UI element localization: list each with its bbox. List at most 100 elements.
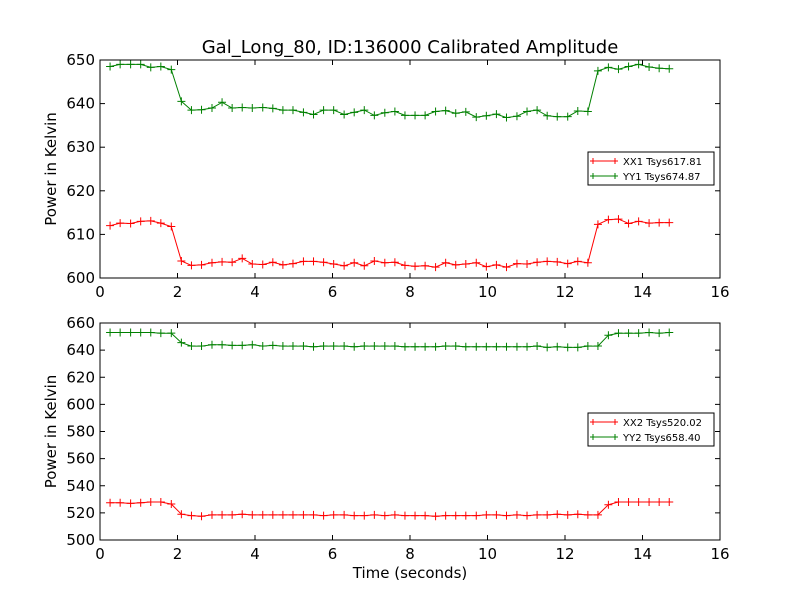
data-point <box>126 328 135 337</box>
data-point <box>492 260 501 269</box>
data-point <box>624 219 633 228</box>
data-point <box>309 257 318 266</box>
data-point <box>400 261 409 270</box>
data-point <box>177 510 186 519</box>
legend-marker <box>590 158 618 164</box>
data-point <box>472 113 481 122</box>
data-point <box>177 256 186 265</box>
data-point <box>197 342 206 351</box>
data-point <box>400 111 409 120</box>
data-point <box>136 60 145 69</box>
data-point <box>502 263 511 272</box>
data-point <box>563 259 572 268</box>
x-tick-label: 0 <box>95 545 105 563</box>
data-point <box>614 329 623 338</box>
data-point <box>360 511 369 520</box>
data-point <box>604 331 613 340</box>
data-point <box>350 108 359 117</box>
data-point <box>441 342 450 351</box>
legend-marker <box>590 173 618 179</box>
data-point <box>319 511 328 520</box>
series-line <box>110 501 670 517</box>
data-point <box>278 260 287 269</box>
data-point <box>593 510 602 519</box>
data-point <box>451 342 460 351</box>
x-tick-label: 14 <box>633 283 652 301</box>
data-point <box>482 342 491 351</box>
data-point <box>655 498 664 507</box>
data-point <box>431 263 440 272</box>
data-point <box>116 498 125 507</box>
x-tick-label: 10 <box>478 545 497 563</box>
data-point <box>360 261 369 270</box>
legend-marker <box>590 434 618 440</box>
data-point <box>278 510 287 519</box>
data-point <box>126 499 135 508</box>
data-point <box>553 342 562 351</box>
data-point <box>421 261 430 270</box>
data-point <box>340 510 349 519</box>
data-point <box>512 342 521 351</box>
data-point <box>268 341 277 350</box>
data-point <box>218 98 227 107</box>
data-point <box>523 342 532 351</box>
data-point <box>258 510 267 519</box>
y-tick-label: 660 <box>66 314 95 332</box>
data-point <box>187 342 196 351</box>
data-point <box>431 342 440 351</box>
data-point <box>482 510 491 519</box>
series-line <box>109 218 670 268</box>
x-tick-label: 12 <box>555 545 574 563</box>
data-point <box>472 258 481 267</box>
data-point <box>451 109 460 118</box>
data-point <box>309 510 318 519</box>
legend-label: YY2 Tsys658.40 <box>622 433 701 444</box>
data-point <box>583 342 592 351</box>
data-point <box>492 342 501 351</box>
data-point <box>573 343 582 352</box>
data-point <box>604 215 613 224</box>
data-point <box>502 113 511 122</box>
data-point <box>238 510 247 519</box>
data-point <box>248 510 257 519</box>
x-tick-label: 6 <box>328 283 338 301</box>
data-point <box>604 500 613 509</box>
data-point <box>360 342 369 351</box>
data-point <box>431 107 440 116</box>
y-tick-label: 640 <box>66 95 95 113</box>
data-point <box>472 511 481 520</box>
data-point <box>278 106 287 115</box>
data-point <box>563 343 572 352</box>
data-point <box>288 259 297 268</box>
x-tick-label: 12 <box>555 283 574 301</box>
data-point <box>116 219 125 228</box>
data-point <box>492 510 501 519</box>
data-point <box>278 342 287 351</box>
x-tick-label: 6 <box>328 545 338 563</box>
data-point <box>156 219 165 228</box>
data-point <box>441 511 450 520</box>
legend-box <box>587 151 715 186</box>
data-point <box>299 257 308 266</box>
data-point <box>238 341 247 350</box>
legend-label: YY1 Tsys674.87 <box>622 172 701 183</box>
data-point <box>350 258 359 267</box>
y-tick-label: 540 <box>66 477 95 495</box>
data-point <box>187 511 196 520</box>
data-point <box>228 258 237 267</box>
data-point <box>451 511 460 520</box>
data-point <box>288 510 297 519</box>
data-point <box>106 62 115 71</box>
data-point <box>604 63 613 72</box>
data-point <box>512 259 521 268</box>
data-point <box>583 107 592 116</box>
data-point <box>106 498 115 507</box>
data-point <box>543 111 552 120</box>
data-point <box>502 342 511 351</box>
data-point <box>167 500 176 509</box>
data-point <box>563 112 572 121</box>
series-line <box>110 331 670 348</box>
x-tick-label: 0 <box>95 283 105 301</box>
data-point <box>411 111 420 120</box>
y-tick-label: 500 <box>66 531 95 549</box>
